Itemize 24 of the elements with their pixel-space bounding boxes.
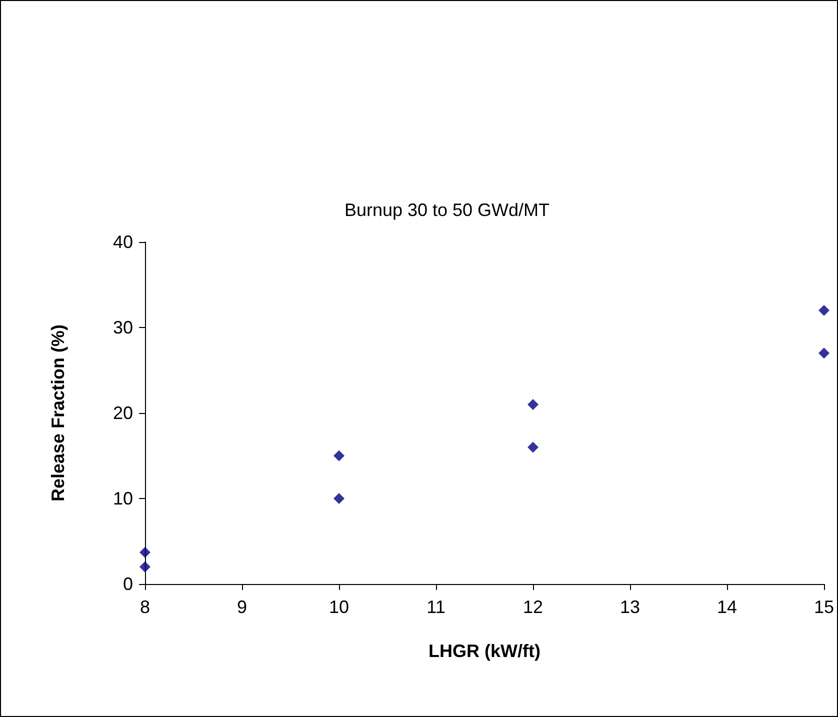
x-tick-label: 13 (620, 597, 640, 617)
x-tick-label: 12 (522, 597, 544, 617)
x-tick-label: 8 (140, 597, 150, 617)
point (140, 561, 150, 572)
y-tick-label: 30 (112, 318, 133, 338)
point (527, 398, 538, 410)
x-tick-label: 15 (814, 597, 834, 617)
point (140, 546, 150, 558)
x-tick-label: 11 (426, 597, 446, 617)
x-tick-label: 14 (716, 597, 738, 617)
y-tick-label: 20 (112, 403, 133, 423)
y-axis-title: Release Fraction (%) (48, 324, 68, 502)
x-tick-label: 10 (328, 597, 350, 617)
chart-title: Burnup 30 to 50 GWd/MT (344, 200, 550, 220)
x-tick-label: 9 (236, 597, 248, 617)
y-tick-label: 40 (112, 232, 133, 252)
y-tick-label: 0 (122, 574, 133, 594)
point (333, 450, 344, 462)
point (333, 493, 344, 504)
point (818, 304, 830, 316)
point (527, 442, 538, 453)
x-axis-title: LHGR (kW/ft) (428, 641, 540, 661)
point (818, 348, 830, 359)
y-tick-label: 10 (112, 488, 133, 508)
